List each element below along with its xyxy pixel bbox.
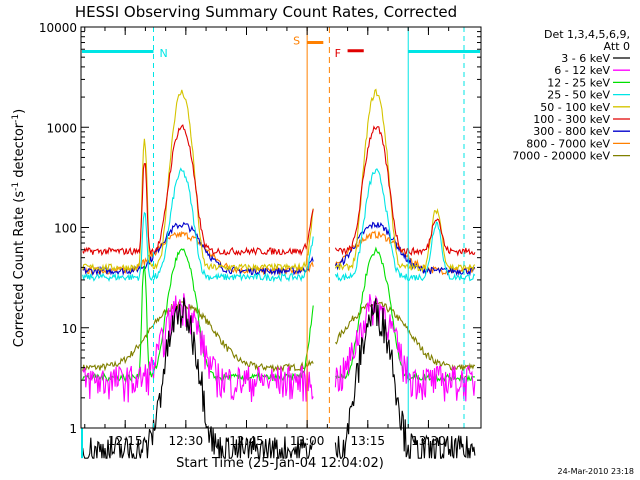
y-tick-label: 10000 xyxy=(39,21,77,35)
legend-label: 300 - 800 keV xyxy=(533,125,610,138)
legend-label: 7000 - 20000 keV xyxy=(512,150,610,163)
y-tick-label: 100 xyxy=(54,222,77,236)
flag-label: S xyxy=(293,34,300,47)
legend-header-line2: Att 0 xyxy=(604,40,630,53)
series-line xyxy=(334,125,476,257)
x-tick-label: 13:00 xyxy=(290,434,325,448)
legend-label: 6 - 12 keV xyxy=(554,64,610,77)
flag-label: N xyxy=(159,47,167,60)
x-tick-label: 12:15 xyxy=(108,434,143,448)
x-axis: 12:15 12:30 12:45 13:00 13:15 13:30 xyxy=(84,27,450,448)
legend-label: 25 - 50 keV xyxy=(547,89,610,102)
series-line xyxy=(334,88,476,273)
x-tick-label: 13:30 xyxy=(411,434,446,448)
y-axis-label: Corrected Count Rate (s-1 detector-1) xyxy=(11,109,27,347)
y-axis: 1 10 100 1000 10000 xyxy=(39,21,481,436)
legend-label: 800 - 7000 keV xyxy=(526,137,610,150)
legend-label: 100 - 300 keV xyxy=(533,113,610,126)
x-tick-label: 13:15 xyxy=(350,434,385,448)
y-tick-label: 1 xyxy=(69,422,77,436)
legend-label: 3 - 6 keV xyxy=(561,52,610,65)
series-line xyxy=(334,294,476,402)
series-line xyxy=(334,301,476,371)
series-line xyxy=(82,297,314,460)
x-tick-label: 12:45 xyxy=(229,434,264,448)
timestamp: 24-Mar-2010 23:18 xyxy=(558,467,635,476)
series-line xyxy=(82,89,314,273)
series-line xyxy=(82,293,314,403)
y-tick-label: 10 xyxy=(62,322,77,336)
legend-label: 50 - 100 keV xyxy=(540,101,610,114)
y-tick-label: 1000 xyxy=(46,121,77,135)
series-line xyxy=(334,168,476,282)
x-tick-label: 12:30 xyxy=(169,434,204,448)
series-line xyxy=(334,221,476,277)
x-axis-label: Start Time (25-Jan-04 12:04:02) xyxy=(176,456,384,471)
plot-area: N S F xyxy=(81,27,480,460)
flag-label: F xyxy=(335,47,341,60)
series-line xyxy=(334,298,476,459)
series-line xyxy=(82,167,314,283)
legend-label: 12 - 25 keV xyxy=(547,76,610,89)
chart-title: HESSI Observing Summary Count Rates, Cor… xyxy=(75,3,457,21)
series-line xyxy=(82,124,314,257)
legend-header-line1: Det 1,3,4,5,6,9, xyxy=(544,28,630,41)
